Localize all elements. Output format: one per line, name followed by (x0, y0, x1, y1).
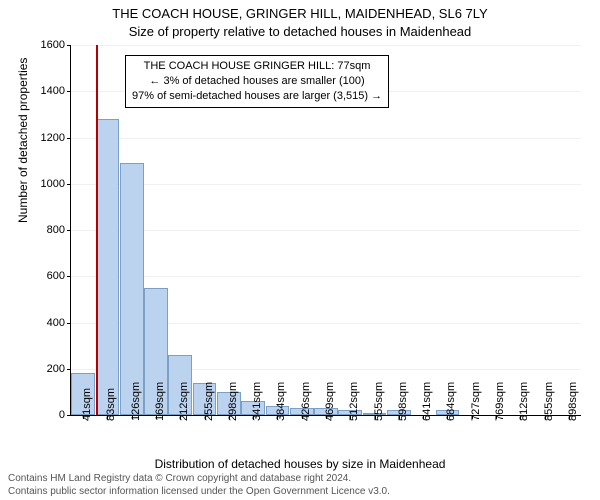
gridline (71, 230, 581, 231)
bar (120, 163, 144, 415)
x-tick-label: 298sqm (227, 382, 239, 421)
x-tick-label: 384sqm (275, 382, 287, 421)
x-axis-label: Distribution of detached houses by size … (0, 457, 600, 471)
x-tick-label: 812sqm (518, 382, 530, 421)
x-tick-label: 555sqm (373, 382, 385, 421)
x-tick-label: 641sqm (421, 382, 433, 421)
chart-container: THE COACH HOUSE, GRINGER HILL, MAIDENHEA… (0, 0, 600, 500)
x-tick-label: 169sqm (154, 382, 166, 421)
bar (96, 119, 120, 415)
gridline (71, 45, 581, 46)
annotation-line3: 97% of semi-detached houses are larger (… (132, 89, 382, 104)
gridline (71, 138, 581, 139)
plot-area: 0200400600800100012001400160041sqm83sqm1… (70, 45, 581, 416)
y-axis-label: Number of detached properties (16, 58, 30, 223)
y-tick-label: 1200 (41, 132, 71, 144)
x-tick-label: 684sqm (445, 382, 457, 421)
x-tick-label: 512sqm (348, 382, 360, 421)
y-tick-label: 200 (47, 363, 71, 375)
x-tick-label: 469sqm (324, 382, 336, 421)
x-tick-label: 83sqm (105, 388, 117, 421)
footnote: Contains HM Land Registry data © Crown c… (8, 473, 592, 498)
gridline (71, 184, 581, 185)
x-tick-label: 126sqm (130, 382, 142, 421)
annotation-box: THE COACH HOUSE GRINGER HILL: 77sqm ← 3%… (125, 55, 389, 108)
x-tick-label: 898sqm (567, 382, 579, 421)
x-tick-label: 769sqm (494, 382, 506, 421)
footnote-line1: Contains HM Land Registry data © Crown c… (8, 473, 592, 486)
y-tick-label: 1600 (41, 39, 71, 51)
x-tick-label: 598sqm (397, 382, 409, 421)
annotation-line1: THE COACH HOUSE GRINGER HILL: 77sqm (132, 59, 382, 74)
annotation-line2: ← 3% of detached houses are smaller (100… (132, 74, 382, 89)
y-tick-label: 800 (47, 224, 71, 236)
x-tick-label: 41sqm (81, 388, 93, 421)
gridline (71, 276, 581, 277)
x-tick-label: 426sqm (300, 382, 312, 421)
y-tick-label: 1400 (41, 85, 71, 97)
chart-title-line2: Size of property relative to detached ho… (0, 24, 600, 39)
x-tick-label: 212sqm (178, 382, 190, 421)
marker-line (96, 45, 98, 415)
y-tick-label: 600 (47, 270, 71, 282)
y-tick-label: 400 (47, 317, 71, 329)
footnote-line2: Contains public sector information licen… (8, 486, 592, 499)
y-tick-label: 1000 (41, 178, 71, 190)
x-tick-label: 255sqm (203, 382, 215, 421)
x-tick-label: 727sqm (470, 382, 482, 421)
chart-title-line1: THE COACH HOUSE, GRINGER HILL, MAIDENHEA… (0, 6, 600, 21)
x-tick-label: 341sqm (251, 382, 263, 421)
y-tick-label: 0 (59, 409, 71, 421)
x-tick-label: 855sqm (543, 382, 555, 421)
